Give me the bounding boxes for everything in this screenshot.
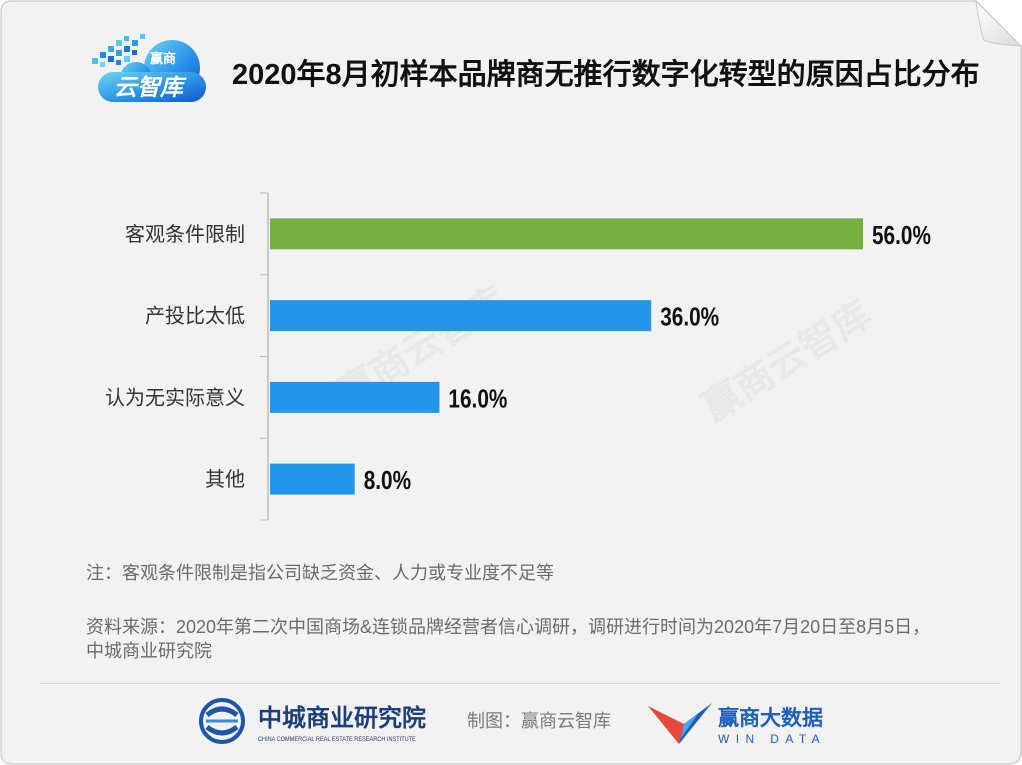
data-source-line: 资料来源：2020年第二次中国商场&连锁品牌经营者信心调研，调研进行时间为202…: [86, 617, 931, 637]
bar: [270, 381, 440, 413]
category-label: 其他: [205, 468, 245, 491]
data-label: 56.0%: [872, 221, 931, 250]
windata-logo-icon: [648, 703, 712, 744]
bar: [270, 218, 863, 250]
bar: [270, 300, 652, 332]
data-label: 36.0%: [660, 302, 719, 331]
bar: [270, 463, 355, 495]
data-label: 8.0%: [364, 466, 411, 495]
brand-name-english: WIN DATA: [718, 732, 827, 746]
pixel-squares: [92, 34, 145, 67]
logo-text-top: 赢商: [150, 51, 176, 66]
chart-note: 注：客观条件限制是指公司缺乏资金、人力或专业度不足等: [86, 563, 554, 583]
category-label: 客观条件限制: [125, 223, 245, 246]
data-label: 16.0%: [448, 384, 507, 413]
chart-title: 2020年8月初样本品牌商无推行数字化转型的原因占比分布: [232, 59, 980, 91]
page-fold: [975, 0, 1022, 47]
cloud-shape: [98, 40, 206, 102]
data-source: 资料来源：2020年第二次中国商场&连锁品牌经营者信心调研，调研进行时间为202…: [86, 615, 930, 663]
institute-name: 中城商业研究院: [258, 706, 426, 732]
cloud-logo-icon: 赢商 云智库: [92, 34, 206, 102]
category-label: 产投比太低: [145, 305, 245, 328]
logo-text-main: 云智库: [114, 74, 187, 100]
data-source-line: 中城商业研究院: [86, 641, 212, 661]
chart-credit: 制图：赢商云智库: [467, 711, 611, 731]
footer-divider: [40, 683, 1000, 684]
institute-emblem-icon: [199, 698, 245, 744]
institute-name-english: CHINA COMMERCIAL REAL ESTATE RESEARCH IN…: [258, 736, 416, 743]
brand-name: 赢商大数据: [718, 707, 823, 730]
bar-chart: 客观条件限制 56.0% 产投比太低 36.0% 认为无实际意义 16.0% 其他 8.0%: [105, 192, 931, 521]
category-label: 认为无实际意义: [105, 386, 245, 409]
